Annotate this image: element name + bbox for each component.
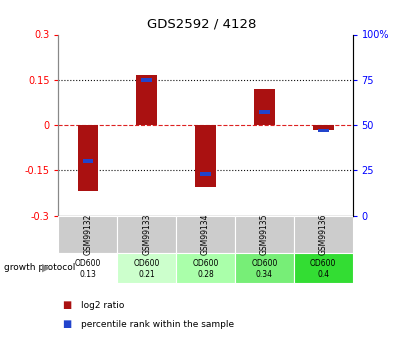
Bar: [136, 75, 157, 125]
Text: 0.4: 0.4: [317, 270, 329, 279]
Bar: [200, 172, 211, 176]
Bar: [195, 125, 216, 187]
Text: GDS2592 / 4128: GDS2592 / 4128: [147, 17, 256, 30]
Text: GSM99136: GSM99136: [319, 213, 328, 255]
Text: 0.21: 0.21: [138, 270, 155, 279]
Text: GSM99132: GSM99132: [83, 214, 92, 255]
Text: OD600: OD600: [251, 259, 278, 268]
Text: log2 ratio: log2 ratio: [81, 301, 124, 310]
Bar: [58, 253, 117, 283]
Text: ■: ■: [62, 319, 72, 329]
Bar: [235, 253, 294, 283]
Text: growth protocol: growth protocol: [4, 263, 75, 272]
Bar: [294, 216, 353, 253]
Text: 0.13: 0.13: [79, 270, 96, 279]
Bar: [141, 78, 152, 82]
Text: ▶: ▶: [42, 263, 51, 273]
Bar: [117, 253, 176, 283]
Bar: [318, 129, 328, 132]
Bar: [176, 253, 235, 283]
Text: OD600: OD600: [133, 259, 160, 268]
Text: percentile rank within the sample: percentile rank within the sample: [81, 320, 234, 329]
Bar: [83, 159, 93, 163]
Text: GSM99134: GSM99134: [201, 213, 210, 255]
Bar: [58, 216, 117, 253]
Text: GSM99135: GSM99135: [260, 213, 269, 255]
Text: GSM99133: GSM99133: [142, 213, 151, 255]
Text: ■: ■: [62, 300, 72, 310]
Bar: [259, 110, 270, 114]
Bar: [235, 216, 294, 253]
Text: OD600: OD600: [310, 259, 337, 268]
Text: 0.34: 0.34: [256, 270, 273, 279]
Bar: [294, 253, 353, 283]
Bar: [176, 216, 235, 253]
Text: OD600: OD600: [192, 259, 219, 268]
Bar: [77, 125, 98, 191]
Bar: [117, 216, 176, 253]
Text: 0.28: 0.28: [197, 270, 214, 279]
Bar: [254, 89, 275, 125]
Text: OD600: OD600: [75, 259, 101, 268]
Bar: [313, 125, 334, 130]
